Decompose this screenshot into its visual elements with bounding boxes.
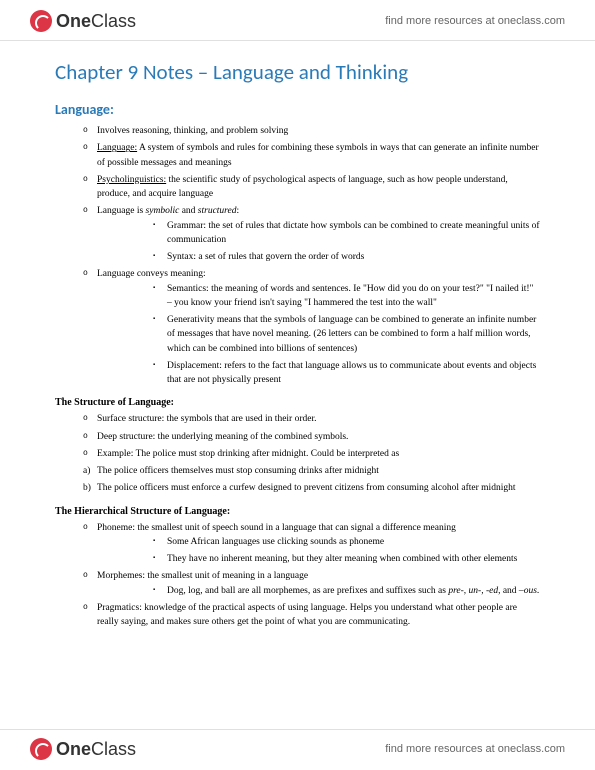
footer-bar: OneClass find more resources at oneclass…	[0, 729, 595, 770]
logo-icon	[30, 738, 52, 760]
list-item: Surface structure: the symbols that are …	[83, 412, 540, 426]
header-bar: OneClass find more resources at oneclass…	[0, 0, 595, 41]
subheading-hierarchical: The Hierarchical Structure of Language:	[55, 506, 540, 517]
sub-list: Some African languages use clicking soun…	[153, 535, 540, 567]
sub-list: Semantics: the meaning of words and sent…	[153, 282, 540, 388]
list-item: Displacement: refers to the fact that la…	[153, 359, 540, 388]
list-item: Language is symbolic and structured: Gra…	[83, 204, 540, 264]
list-item: Language conveys meaning: Semantics: the…	[83, 267, 540, 387]
list-item: Phoneme: the smallest unit of speech sou…	[83, 521, 540, 567]
logo-text: OneClass	[56, 739, 136, 760]
logo-icon	[30, 10, 52, 32]
section-heading-language: Language:	[55, 101, 540, 118]
brand-logo[interactable]: OneClass	[30, 10, 136, 32]
bullet-list: Involves reasoning, thinking, and proble…	[83, 124, 540, 387]
list-item: Generativity means that the symbols of l…	[153, 313, 540, 356]
list-item: Syntax: a set of rules that govern the o…	[153, 250, 540, 264]
bullet-list: Surface structure: the symbols that are …	[83, 412, 540, 461]
list-item: Deep structure: the underlying meaning o…	[83, 430, 540, 444]
bullet-list: Phoneme: the smallest unit of speech sou…	[83, 521, 540, 630]
subheading-structure: The Structure of Language:	[55, 397, 540, 408]
list-item: Language: A system of symbols and rules …	[83, 141, 540, 170]
lettered-list: The police officers themselves must stop…	[83, 464, 540, 496]
more-resources-link-footer[interactable]: find more resources at oneclass.com	[385, 743, 565, 755]
brand-logo-footer[interactable]: OneClass	[30, 738, 136, 760]
document-content: Chapter 9 Notes – Language and Thinking …	[0, 41, 595, 642]
list-item: Pragmatics: knowledge of the practical a…	[83, 601, 540, 630]
list-item: Involves reasoning, thinking, and proble…	[83, 124, 540, 138]
list-item: Some African languages use clicking soun…	[153, 535, 540, 549]
list-item: Example: The police must stop drinking a…	[83, 447, 540, 461]
logo-text: OneClass	[56, 11, 136, 32]
sub-list: Grammar: the set of rules that dictate h…	[153, 219, 540, 265]
page-title: Chapter 9 Notes – Language and Thinking	[55, 59, 540, 85]
list-item: They have no inherent meaning, but they …	[153, 552, 540, 566]
list-item: The police officers must enforce a curfe…	[83, 481, 540, 495]
list-item: Psycholinguistics: the scientific study …	[83, 173, 540, 202]
list-item: The police officers themselves must stop…	[83, 464, 540, 478]
list-item: Semantics: the meaning of words and sent…	[153, 282, 540, 311]
sub-list: Dog, log, and ball are all morphemes, as…	[153, 584, 540, 598]
list-item: Dog, log, and ball are all morphemes, as…	[153, 584, 540, 598]
more-resources-link[interactable]: find more resources at oneclass.com	[385, 15, 565, 27]
list-item: Grammar: the set of rules that dictate h…	[153, 219, 540, 248]
list-item: Morphemes: the smallest unit of meaning …	[83, 569, 540, 598]
